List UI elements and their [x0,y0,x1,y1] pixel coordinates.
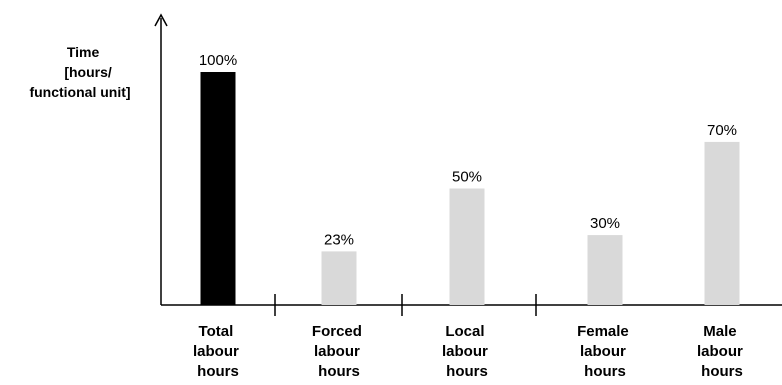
bar-total-labour-hours [200,72,236,305]
bar-forced-labour-hours [321,251,357,305]
category-label-line: Male [703,323,736,340]
y-axis-arrow-icon [154,13,168,27]
category-label-line: hours [584,363,626,380]
category-label-line: labour [442,343,488,360]
category-label-line: labour [314,343,360,360]
category-label-line: Local [445,323,484,340]
category-label-line: labour [580,343,626,360]
category-label-line: hours [701,363,743,380]
data-label-female: 30% [590,215,620,232]
category-label-line: hours [197,363,239,380]
y-axis-label: Time [hours/ functional unit] [29,44,130,100]
data-label-total: 100% [199,52,237,69]
category-label-forced: Forced labour hours [312,323,366,380]
bar-local-labour-hours [449,188,485,305]
bar-female-labour-hours [587,235,623,305]
data-label-forced: 23% [324,231,354,248]
category-label-line: hours [318,363,360,380]
data-label-local: 50% [452,169,482,186]
data-label-male: 70% [707,122,737,139]
y-axis-label-line-1: Time [67,44,100,60]
category-label-line: Forced [312,323,362,340]
category-label-local: Local labour hours [442,323,492,380]
y-axis-label-line-3: functional unit] [29,84,130,100]
category-label-total: Total labour hours [193,323,243,380]
bar-male-labour-hours [704,141,740,305]
category-label-male: Male labour hours [697,323,747,380]
category-label-female: Female labour hours [577,323,633,380]
category-label-line: labour [697,343,743,360]
y-axis-label-line-2: [hours/ [64,64,112,80]
category-label-line: labour [193,343,239,360]
category-label-line: Total [199,323,234,340]
category-label-line: hours [446,363,488,380]
category-label-line: Female [577,323,629,340]
